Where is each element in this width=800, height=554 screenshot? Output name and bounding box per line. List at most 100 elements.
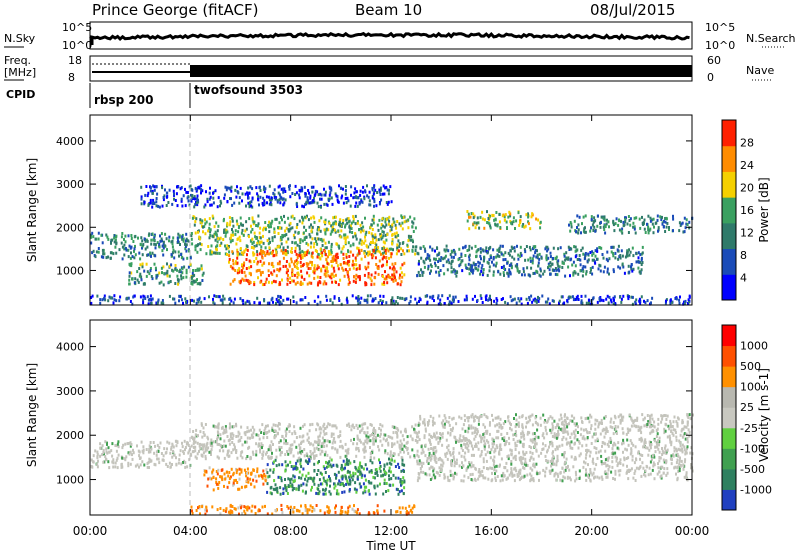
data-cell bbox=[125, 455, 128, 459]
data-cell bbox=[246, 245, 249, 249]
data-cell bbox=[396, 249, 399, 253]
data-cell bbox=[240, 451, 243, 455]
data-cell bbox=[467, 419, 470, 423]
data-cell bbox=[233, 278, 236, 282]
data-cell bbox=[97, 231, 100, 235]
data-cell bbox=[244, 192, 247, 196]
data-cell bbox=[523, 466, 526, 470]
data-cell bbox=[622, 438, 625, 442]
data-cell bbox=[310, 216, 313, 220]
data-cell bbox=[472, 212, 475, 216]
data-cell bbox=[258, 203, 260, 207]
data-cell bbox=[184, 448, 186, 452]
data-cell bbox=[634, 418, 637, 422]
data-cell bbox=[191, 194, 194, 197]
data-cell bbox=[389, 185, 392, 189]
data-cell bbox=[360, 257, 363, 261]
data-cell bbox=[339, 278, 342, 282]
data-cell bbox=[643, 227, 646, 231]
data-cell bbox=[274, 280, 277, 284]
data-cell bbox=[506, 271, 509, 275]
data-cell bbox=[377, 272, 380, 276]
data-cell bbox=[539, 226, 542, 230]
data-cell bbox=[557, 247, 560, 251]
data-cell bbox=[240, 279, 242, 283]
data-cell bbox=[373, 426, 375, 430]
data-cell bbox=[499, 423, 502, 427]
data-cell bbox=[323, 280, 326, 284]
data-cell bbox=[308, 233, 311, 237]
data-cell bbox=[165, 237, 168, 241]
data-cell bbox=[506, 227, 508, 230]
data-cell bbox=[307, 243, 310, 247]
data-cell bbox=[224, 444, 227, 448]
data-cell bbox=[640, 295, 643, 299]
data-cell bbox=[278, 184, 281, 188]
data-cell bbox=[411, 249, 414, 253]
data-cell bbox=[434, 456, 437, 460]
data-cell bbox=[461, 259, 464, 263]
data-cell bbox=[350, 193, 352, 197]
data-cell bbox=[325, 271, 328, 275]
data-cell bbox=[440, 256, 443, 260]
data-cell bbox=[582, 428, 585, 432]
data-cell bbox=[121, 257, 124, 261]
data-cell bbox=[549, 459, 552, 463]
data-cell bbox=[552, 299, 555, 303]
data-cell bbox=[312, 245, 315, 249]
data-cell bbox=[228, 442, 231, 446]
nave-label: Nave bbox=[746, 64, 774, 77]
data-cell bbox=[352, 196, 355, 200]
data-cell bbox=[352, 243, 355, 247]
data-cell bbox=[486, 416, 489, 420]
data-cell bbox=[129, 300, 132, 303]
data-cell bbox=[461, 439, 464, 443]
data-cell bbox=[484, 425, 486, 429]
data-cell bbox=[352, 279, 355, 283]
data-cell bbox=[223, 430, 226, 434]
data-cell bbox=[476, 299, 479, 302]
data-cell bbox=[298, 247, 301, 251]
data-cell bbox=[600, 462, 603, 466]
data-cell bbox=[236, 261, 239, 265]
data-cell bbox=[471, 472, 474, 476]
data-cell bbox=[347, 217, 350, 221]
data-cell bbox=[536, 253, 539, 257]
data-cell bbox=[436, 247, 439, 250]
data-cell bbox=[542, 413, 545, 417]
data-cell bbox=[280, 226, 283, 230]
data-cell bbox=[257, 222, 260, 226]
data-cell bbox=[306, 264, 309, 268]
data-cell bbox=[151, 202, 154, 205]
data-cell bbox=[303, 215, 306, 219]
data-cell bbox=[617, 265, 620, 269]
data-cell bbox=[429, 440, 432, 444]
data-cell bbox=[140, 278, 143, 282]
data-cell bbox=[335, 253, 338, 257]
data-cell bbox=[508, 210, 511, 214]
data-cell bbox=[686, 437, 689, 441]
data-cell bbox=[334, 273, 337, 277]
data-cell bbox=[374, 439, 377, 443]
data-cell bbox=[284, 249, 287, 252]
data-cell bbox=[488, 445, 490, 449]
data-cell bbox=[629, 468, 632, 472]
data-cell bbox=[383, 241, 386, 245]
data-cell bbox=[576, 258, 579, 261]
data-cell bbox=[521, 430, 524, 434]
data-cell bbox=[447, 420, 450, 424]
data-cell bbox=[207, 446, 210, 450]
data-cell bbox=[683, 448, 686, 452]
data-cell bbox=[593, 467, 596, 471]
data-cell bbox=[282, 251, 284, 255]
data-cell bbox=[158, 205, 161, 209]
data-cell bbox=[295, 226, 298, 229]
data-cell bbox=[431, 435, 434, 439]
data-cell bbox=[158, 461, 161, 465]
data-cell bbox=[259, 450, 262, 454]
data-cell bbox=[342, 252, 345, 256]
data-cell bbox=[146, 239, 149, 243]
data-cell bbox=[344, 238, 347, 242]
data-cell bbox=[539, 416, 542, 420]
data-cell bbox=[239, 297, 242, 301]
